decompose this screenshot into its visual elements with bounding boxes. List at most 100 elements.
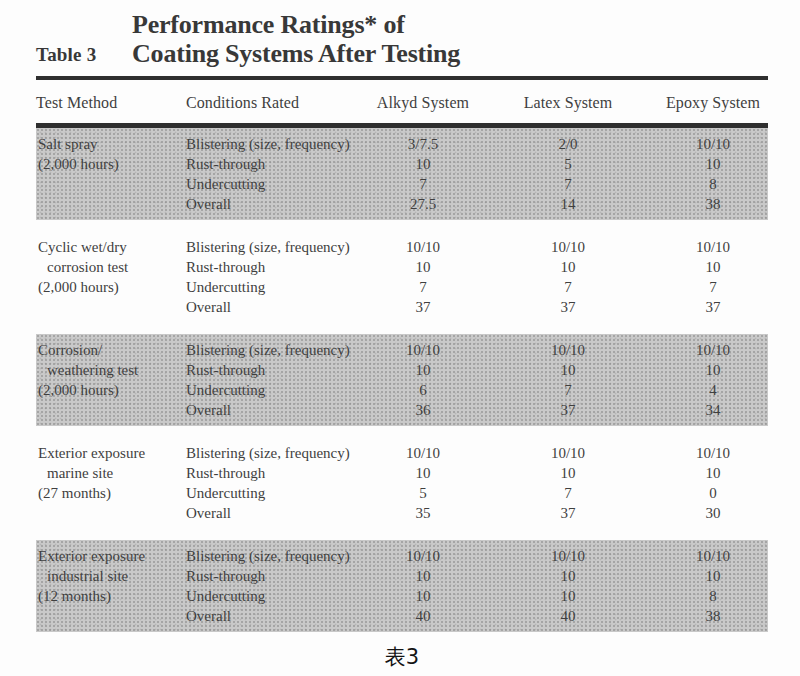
latex-value: 37: [478, 297, 658, 317]
condition-cell: Overall: [186, 194, 368, 214]
latex-value: 10/10: [478, 443, 658, 463]
epoxy-value: 8: [658, 586, 768, 606]
epoxy-value: 10/10: [658, 443, 768, 463]
condition-cell: Overall: [186, 503, 368, 523]
condition-cell: Undercutting: [186, 174, 368, 194]
test-method-line: Exterior exposure: [38, 546, 186, 566]
alkyd-value: 10: [368, 586, 478, 606]
table-title-line-2: Coating Systems After Testing: [132, 39, 460, 68]
condition-cell: Blistering (size, frequency): [186, 237, 368, 257]
alkyd-value: 10: [368, 566, 478, 586]
condition-cell: Rust-through: [186, 463, 368, 483]
condition-cell: Blistering (size, frequency): [186, 546, 368, 566]
section-exterior-marine: Exterior exposure marine site (27 months…: [36, 437, 768, 529]
epoxy-value: 10: [658, 154, 768, 174]
epoxy-value: 37: [658, 297, 768, 317]
alkyd-value: 35: [368, 503, 478, 523]
alkyd-value: 10: [368, 257, 478, 277]
test-method-line: (27 months): [38, 483, 186, 503]
table-title-line-1: Performance Ratings* of: [132, 10, 460, 39]
latex-value: 7: [478, 380, 658, 400]
latex-value: 10/10: [478, 237, 658, 257]
latex-value: 37: [478, 400, 658, 420]
condition-cell: Undercutting: [186, 586, 368, 606]
epoxy-value: 10/10: [658, 237, 768, 257]
epoxy-value: 38: [658, 194, 768, 214]
epoxy-value: 4: [658, 380, 768, 400]
section-salt-spray: Salt spray (2,000 hours) Blistering (siz…: [36, 128, 768, 220]
test-method-line: weathering test: [38, 360, 186, 380]
condition-cell: Blistering (size, frequency): [186, 340, 368, 360]
table-title: Performance Ratings* of Coating Systems …: [132, 10, 460, 68]
alkyd-value: 6: [368, 380, 478, 400]
test-method-line: (12 months): [38, 586, 186, 606]
epoxy-value: 10/10: [658, 134, 768, 154]
condition-cell: Rust-through: [186, 257, 368, 277]
epoxy-value: 38: [658, 606, 768, 626]
column-header-epoxy-system: Epoxy System: [658, 93, 768, 113]
condition-cell: Undercutting: [186, 483, 368, 503]
test-method-line: corrosion test: [38, 257, 186, 277]
figure-caption: 表3: [36, 643, 768, 671]
test-method-line: marine site: [38, 463, 186, 483]
alkyd-value: 10/10: [368, 546, 478, 566]
alkyd-value: 10/10: [368, 237, 478, 257]
column-header-latex-system: Latex System: [478, 93, 658, 113]
condition-cell: Rust-through: [186, 154, 368, 174]
latex-value: 40: [478, 606, 658, 626]
condition-cell: Blistering (size, frequency): [186, 443, 368, 463]
test-method-line: industrial site: [38, 566, 186, 586]
latex-value: 7: [478, 174, 658, 194]
alkyd-value: 7: [368, 174, 478, 194]
condition-cell: Overall: [186, 400, 368, 420]
condition-cell: Rust-through: [186, 566, 368, 586]
alkyd-value: 10/10: [368, 443, 478, 463]
epoxy-value: 10: [658, 257, 768, 277]
test-method-cell: Cyclic wet/dry corrosion test (2,000 hou…: [36, 237, 186, 317]
latex-value: 7: [478, 277, 658, 297]
latex-value: 10/10: [478, 340, 658, 360]
latex-value: 10: [478, 566, 658, 586]
latex-value: 10: [478, 257, 658, 277]
alkyd-value: 10: [368, 463, 478, 483]
section-exterior-industrial: Exterior exposure industrial site (12 mo…: [36, 540, 768, 632]
alkyd-value: 10: [368, 360, 478, 380]
test-method-line: Exterior exposure: [38, 443, 186, 463]
epoxy-value: 7: [658, 277, 768, 297]
epoxy-value: 10/10: [658, 546, 768, 566]
epoxy-value: 30: [658, 503, 768, 523]
section-corrosion-weathering: Corrosion/ weathering test (2,000 hours)…: [36, 334, 768, 426]
epoxy-value: 34: [658, 400, 768, 420]
condition-cell: Blistering (size, frequency): [186, 134, 368, 154]
epoxy-value: 10: [658, 463, 768, 483]
latex-value: 10: [478, 360, 658, 380]
test-method-line: (2,000 hours): [38, 277, 186, 297]
epoxy-value: 10: [658, 566, 768, 586]
latex-value: 2/0: [478, 134, 658, 154]
epoxy-value: 10: [658, 360, 768, 380]
alkyd-value: 36: [368, 400, 478, 420]
epoxy-value: 8: [658, 174, 768, 194]
epoxy-value: 0: [658, 483, 768, 503]
test-method-line: (2,000 hours): [38, 154, 186, 174]
alkyd-value: 10: [368, 154, 478, 174]
column-header-conditions-rated: Conditions Rated: [186, 93, 368, 113]
test-method-line: Salt spray: [38, 134, 186, 154]
condition-cell: Overall: [186, 606, 368, 626]
condition-cell: Overall: [186, 297, 368, 317]
epoxy-value: 10/10: [658, 340, 768, 360]
condition-cell: Undercutting: [186, 380, 368, 400]
alkyd-value: 10/10: [368, 340, 478, 360]
latex-value: 10/10: [478, 546, 658, 566]
column-header-alkyd-system: Alkyd System: [368, 93, 478, 113]
test-method-cell: Exterior exposure marine site (27 months…: [36, 443, 186, 523]
latex-value: 10: [478, 463, 658, 483]
scanned-table-page: Table 3 Performance Ratings* of Coating …: [0, 0, 800, 676]
alkyd-value: 5: [368, 483, 478, 503]
latex-value: 37: [478, 503, 658, 523]
latex-value: 14: [478, 194, 658, 214]
test-method-cell: Corrosion/ weathering test (2,000 hours): [36, 340, 186, 420]
test-method-cell: Salt spray (2,000 hours): [36, 134, 186, 214]
section-cyclic-wet-dry: Cyclic wet/dry corrosion test (2,000 hou…: [36, 231, 768, 323]
test-method-line: (2,000 hours): [38, 380, 186, 400]
